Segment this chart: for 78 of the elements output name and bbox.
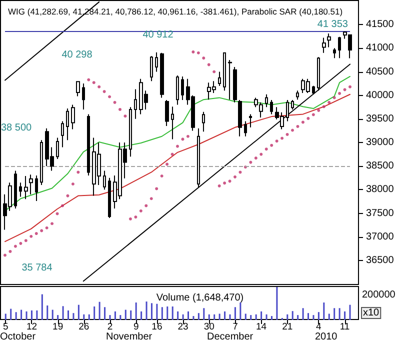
- candlestick: [171, 106, 174, 140]
- text: October: [0, 332, 36, 342]
- candlestick: [333, 48, 336, 59]
- candlestick: [291, 100, 294, 110]
- y-tick-label: 38500: [366, 160, 394, 172]
- candlestick: [270, 100, 273, 115]
- candlestick: [228, 59, 232, 100]
- candlestick: [82, 83, 85, 110]
- x-tick-label: 5: [2, 322, 8, 332]
- x-tick-label: 14: [256, 322, 267, 332]
- candlestick: [76, 80, 80, 97]
- candlestick: [322, 37, 326, 54]
- candlestick: [312, 85, 315, 95]
- candlestick: [181, 76, 184, 101]
- x-tick-label: 9: [133, 322, 139, 332]
- y-tick-label: 38000: [366, 184, 394, 196]
- candlestick: [223, 52, 226, 92]
- candlestick: [244, 120, 247, 137]
- candlestick: [56, 137, 59, 160]
- y-tick-label: 41500: [366, 19, 394, 30]
- candlestick: [61, 120, 64, 148]
- ref-line-label: 41 353: [317, 19, 348, 30]
- y-tick-label: 37000: [366, 231, 394, 242]
- text: 2010: [315, 332, 338, 342]
- candlestick: [265, 94, 268, 108]
- candlestick: [176, 75, 179, 106]
- x-tick-label: 30: [204, 322, 214, 332]
- candlestick: [129, 106, 132, 158]
- candlestick: [249, 114, 252, 128]
- candlestick: [87, 114, 90, 176]
- candlestick: [24, 175, 28, 200]
- candlestick: [238, 100, 242, 137]
- x-tick-label: 12: [26, 322, 38, 332]
- candlestick: [35, 175, 38, 202]
- x-tick-label: 4: [316, 322, 322, 332]
- x-tick-label: 21: [282, 322, 293, 332]
- x-tick-label: 19: [52, 322, 64, 332]
- candlestick: [202, 111, 205, 132]
- text: 200000: [362, 290, 396, 300]
- annotation: 35 784: [22, 262, 53, 274]
- candlestick: [296, 90, 299, 100]
- candlestick: [19, 182, 22, 198]
- candlestick: [155, 52, 158, 72]
- candlestick: [29, 174, 33, 195]
- candlestick: [108, 177, 111, 218]
- y-tick-label: 37500: [366, 208, 394, 219]
- candlestick: [327, 33, 331, 48]
- annotation: 38 500: [1, 122, 32, 134]
- annotation: 40 298: [62, 50, 93, 60]
- x-tick-label: 16: [152, 322, 162, 332]
- y-tick-label: 41000: [366, 42, 394, 54]
- candlestick: [218, 71, 221, 86]
- candlestick: [66, 108, 69, 141]
- candlestick: [233, 66, 237, 103]
- x-tick-label: 26: [78, 322, 90, 332]
- candlestick: [134, 88, 137, 120]
- candlestick: [103, 170, 106, 190]
- text: x10: [363, 308, 380, 318]
- y-tick-label: 39000: [366, 137, 394, 148]
- y-tick-label: 40500: [366, 66, 394, 78]
- candlestick: [165, 100, 169, 126]
- text: December: [207, 332, 254, 342]
- candlestick: [14, 170, 17, 210]
- candlestick: [160, 52, 164, 98]
- text: Volume (1,648,470): [156, 292, 244, 304]
- candlestick: [150, 56, 153, 82]
- candlestick: [40, 140, 43, 186]
- x-tick-label: 23: [178, 322, 188, 332]
- candlestick: [197, 128, 200, 188]
- y-tick-label: 40000: [366, 90, 394, 101]
- annotation: 40 912: [142, 30, 174, 40]
- candlestick: [286, 100, 289, 122]
- candlestick: [71, 104, 75, 130]
- y-tick-label: 36500: [366, 254, 394, 266]
- text: November: [106, 332, 153, 342]
- candlestick: [338, 36, 341, 59]
- x-tick-label: 11: [340, 322, 350, 332]
- y-tick-label: 39500: [366, 113, 394, 124]
